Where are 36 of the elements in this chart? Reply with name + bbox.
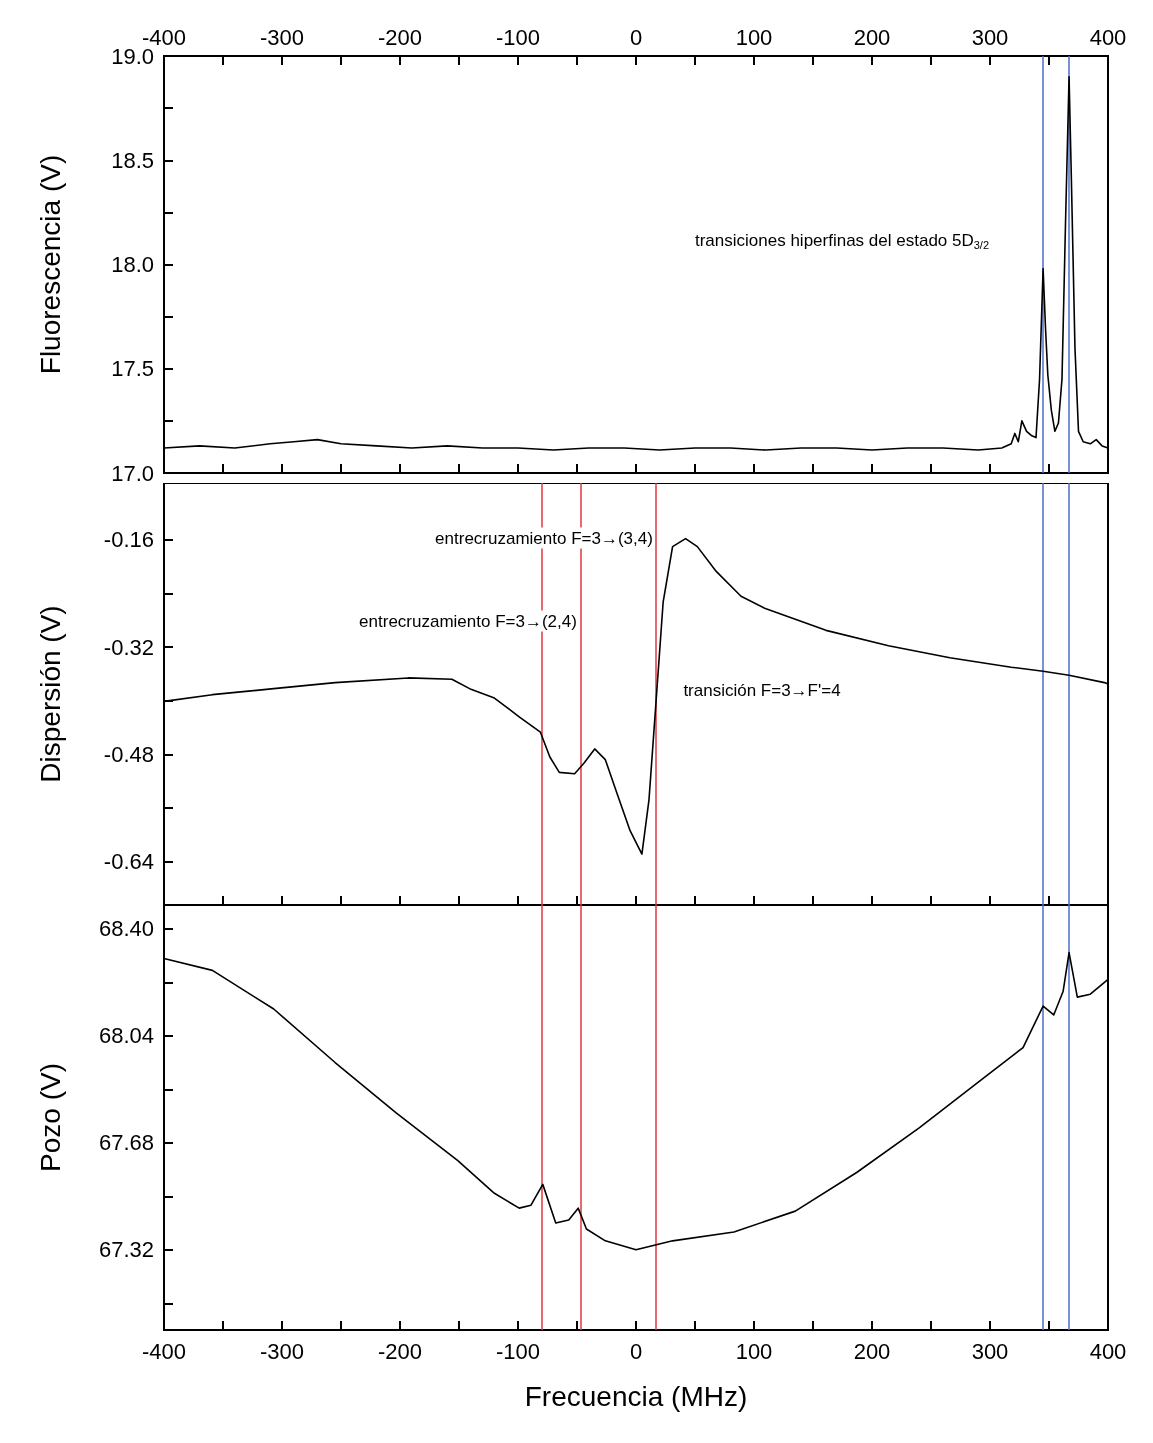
y-tick-label: -0.32 [103,634,154,660]
x2-tick-label: 0 [629,24,643,50]
y-tick-label: 68.04 [98,1023,154,1049]
x2-tick-label: -300 [259,24,305,50]
x-tick-label: -400 [141,1338,187,1364]
x-tick-label: -300 [259,1338,305,1364]
x-tick-label: 0 [629,1338,643,1364]
x2-tick-label: -100 [495,24,541,50]
y-tick-label: 18.5 [111,147,154,173]
y-tick-label: -0.16 [103,527,154,553]
y-tick-label: 18.0 [111,252,154,277]
annotation: transición F=3→F'=4 [683,680,841,700]
x2-tick-label: 200 [853,24,891,50]
x-tick-label: 300 [971,1338,1009,1364]
x-tick-label: -100 [495,1338,541,1364]
x-tick-label: -200 [377,1338,423,1364]
x-tick-label: 200 [853,1338,891,1364]
y-tick-label: 67.32 [98,1237,154,1263]
x-axis-title: Frecuencia (MHz) [524,1380,748,1412]
x-tick-label: 400 [1089,1338,1127,1364]
x2-tick-label: 100 [735,24,773,50]
y-tick-label: 67.68 [98,1130,154,1156]
x-tick-label: 100 [735,1338,773,1364]
y-axis-title: Pozo (V) [34,1063,66,1172]
y-tick-label: -0.48 [103,741,154,767]
x2-tick-label: 300 [971,24,1009,50]
annotation: entrecruzamiento F=3→(3,4) [435,528,653,548]
y-tick-label: 68.40 [98,916,154,942]
y-tick-label: 17.0 [111,460,154,486]
annotation: entrecruzamiento F=3→(2,4) [359,611,577,631]
y-tick-label: -0.64 [103,848,154,874]
y-tick-label: 17.5 [111,356,154,382]
x2-tick-label: 400 [1089,24,1127,50]
y-axis-title: Fluorescencia (V) [34,154,66,375]
x2-tick-label: -200 [377,24,423,50]
y-axis-title: Dispersión (V) [34,605,66,783]
